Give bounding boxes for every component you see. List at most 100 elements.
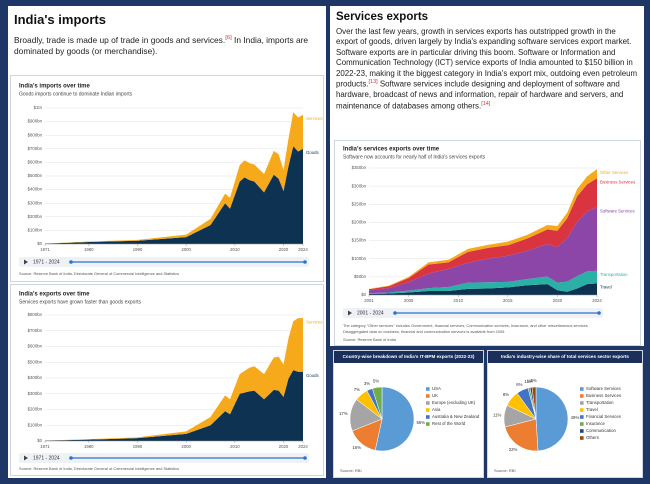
legend-swatch bbox=[580, 387, 584, 391]
note: The category "Other services" includes G… bbox=[343, 323, 589, 328]
area bbox=[369, 178, 597, 291]
source: Source: Reserve Bank of India, Directora… bbox=[19, 466, 179, 471]
y-tick-label: $700bn bbox=[28, 328, 43, 333]
slider-knob[interactable] bbox=[393, 311, 397, 315]
legend-swatch bbox=[580, 436, 584, 440]
services-chart: India's services exports over timeSoftwa… bbox=[334, 140, 641, 346]
citation[interactable]: [13] bbox=[368, 79, 378, 86]
legend-label: USA bbox=[432, 386, 441, 391]
legend-swatch bbox=[426, 401, 430, 405]
legend-swatch bbox=[580, 394, 584, 398]
y-tick-label: $800bn bbox=[28, 132, 43, 137]
paragraph: Broadly, trade is made up of trade in go… bbox=[14, 35, 319, 57]
chart-title: Country-wise breakdown of India's IT-BPM… bbox=[343, 354, 475, 359]
series-label: Goods bbox=[306, 150, 319, 155]
y-tick-label: $100bn bbox=[28, 422, 43, 427]
play-button[interactable] bbox=[24, 455, 28, 461]
note: Disaggregated data on business, financia… bbox=[343, 329, 505, 334]
chart-title: India's imports over time bbox=[19, 84, 90, 90]
data-label: 1% bbox=[524, 379, 530, 384]
y-tick-label: $0 bbox=[37, 241, 42, 246]
x-tick-label: 2000 bbox=[181, 444, 191, 449]
legend-swatch bbox=[580, 401, 584, 405]
legend-label: Business Services bbox=[586, 393, 621, 398]
series-label: Other Services bbox=[600, 170, 628, 175]
y-tick-label: $200bn bbox=[352, 220, 367, 225]
paragraph: Over the last few years, growth in servi… bbox=[336, 27, 639, 112]
series-label: Transportation bbox=[600, 272, 628, 277]
y-tick-label: $150bn bbox=[352, 238, 367, 243]
y-tick-label: $250bn bbox=[352, 201, 367, 206]
chart-subtitle: Goods imports continue to dominate India… bbox=[19, 91, 133, 97]
x-tick-label: 2024 bbox=[298, 444, 308, 449]
citation[interactable]: [6] bbox=[225, 35, 232, 42]
data-label: 11% bbox=[493, 413, 501, 418]
legend-label: Asia bbox=[432, 407, 441, 412]
slider-knob[interactable] bbox=[303, 260, 307, 264]
y-tick-label: $300bn bbox=[28, 200, 43, 205]
series-label: Goods bbox=[306, 373, 319, 378]
chart-title: India's services exports over time bbox=[343, 147, 440, 153]
source: Source: RBI bbox=[494, 468, 516, 473]
y-tick-label: $200bn bbox=[28, 407, 43, 412]
area bbox=[369, 283, 597, 295]
pie-chart: Country-wise breakdown of India's IT-BPM… bbox=[333, 350, 484, 478]
play-button[interactable] bbox=[24, 259, 28, 265]
x-tick-label: 2024 bbox=[298, 247, 308, 252]
data-label: 7% bbox=[354, 387, 360, 392]
legend-swatch bbox=[580, 422, 584, 426]
pie-slice bbox=[372, 386, 383, 420]
legend-swatch bbox=[426, 387, 430, 391]
slider-knob[interactable] bbox=[69, 260, 73, 264]
legend-label: Australia & New Zealand bbox=[432, 414, 480, 419]
x-tick-label: 2010 bbox=[453, 298, 463, 303]
source: Source: RBI bbox=[340, 468, 362, 473]
x-tick-label: 2010 bbox=[230, 247, 240, 252]
x-tick-label: 1990 bbox=[133, 444, 143, 449]
legend-label: Financial Services bbox=[586, 414, 621, 419]
legend-label: Travel bbox=[586, 407, 598, 412]
data-label: 55% bbox=[416, 420, 425, 425]
legend-label: Europe (excluding UK) bbox=[432, 400, 476, 405]
data-label: 2% bbox=[530, 378, 536, 383]
source: Source: Reserve Bank of India, Directora… bbox=[19, 271, 179, 276]
range-label: 1971 - 2024 bbox=[33, 455, 60, 461]
text: Over the last few years, growth in servi… bbox=[336, 27, 638, 89]
data-label: 5% bbox=[373, 379, 379, 384]
chart-title: India's industry-wise share of total ser… bbox=[501, 354, 629, 359]
source: Source: Reserve Bank of India bbox=[343, 337, 397, 342]
data-label: 3% bbox=[364, 381, 370, 386]
y-tick-label: $900bn bbox=[28, 119, 43, 124]
y-tick-label: $500bn bbox=[28, 173, 43, 178]
chart-subtitle: Software now accounts for nearly half of… bbox=[343, 154, 486, 160]
y-tick-label: $350bn bbox=[352, 165, 367, 170]
y-tick-label: $0 bbox=[37, 438, 42, 443]
x-tick-label: 2000 bbox=[181, 247, 191, 252]
pie-slice bbox=[504, 418, 539, 452]
y-tick-label: $200bn bbox=[28, 214, 43, 219]
pie-slice bbox=[374, 386, 415, 452]
play-button[interactable] bbox=[348, 310, 352, 316]
heading: Services exports bbox=[336, 11, 429, 23]
y-tick-label: $400bn bbox=[28, 375, 43, 380]
slider-knob[interactable] bbox=[303, 456, 307, 460]
data-label: 49% bbox=[571, 415, 580, 420]
data-label: 16% bbox=[353, 445, 362, 450]
area bbox=[45, 146, 303, 244]
data-label: 8% bbox=[503, 392, 509, 397]
header-bar bbox=[334, 351, 483, 363]
x-tick-label: 2020 bbox=[553, 298, 563, 303]
y-tick-label: $100bn bbox=[352, 256, 367, 261]
data-label: 1% bbox=[527, 379, 533, 384]
area bbox=[369, 169, 597, 290]
series-label: Software Services bbox=[600, 208, 635, 213]
text: Software services include designing and … bbox=[336, 79, 624, 111]
data-label: 22% bbox=[509, 447, 518, 452]
citation[interactable]: [14] bbox=[481, 100, 491, 107]
y-tick-label: $300bn bbox=[352, 183, 367, 188]
slider-knob[interactable] bbox=[69, 456, 73, 460]
series-label: Services bbox=[306, 319, 322, 324]
slider-knob[interactable] bbox=[597, 311, 601, 315]
